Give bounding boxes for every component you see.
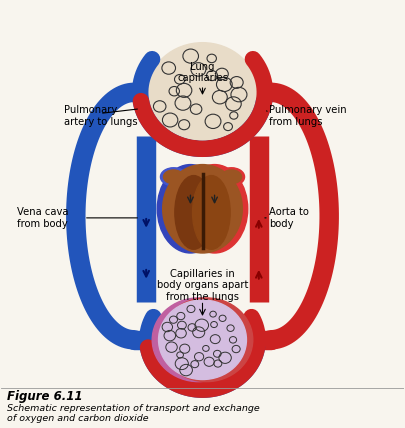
Ellipse shape	[175, 175, 213, 249]
Text: Capillaries in
body organs apart
from the lungs: Capillaries in body organs apart from th…	[157, 269, 248, 302]
Text: Figure 6.11: Figure 6.11	[7, 390, 83, 403]
Ellipse shape	[157, 165, 224, 253]
Circle shape	[147, 43, 258, 142]
Ellipse shape	[164, 170, 183, 184]
Text: Pulmonary
artery to lungs: Pulmonary artery to lungs	[64, 105, 137, 127]
Text: Lung
capillaries: Lung capillaries	[177, 62, 228, 83]
Ellipse shape	[222, 170, 241, 184]
Text: Pulmonary vein
from lungs: Pulmonary vein from lungs	[269, 105, 347, 127]
Ellipse shape	[163, 165, 242, 253]
Circle shape	[158, 300, 247, 380]
Circle shape	[152, 298, 245, 382]
Ellipse shape	[160, 168, 187, 186]
Circle shape	[150, 45, 255, 140]
Ellipse shape	[218, 168, 245, 186]
Text: Schematic representation of transport and exchange
of oxygen and carbon dioxide: Schematic representation of transport an…	[7, 404, 260, 423]
Circle shape	[160, 298, 253, 382]
Text: Vena cava
from body: Vena cava from body	[17, 207, 69, 229]
Ellipse shape	[192, 175, 230, 249]
Ellipse shape	[181, 165, 248, 253]
Text: Aorta to
body: Aorta to body	[269, 207, 309, 229]
